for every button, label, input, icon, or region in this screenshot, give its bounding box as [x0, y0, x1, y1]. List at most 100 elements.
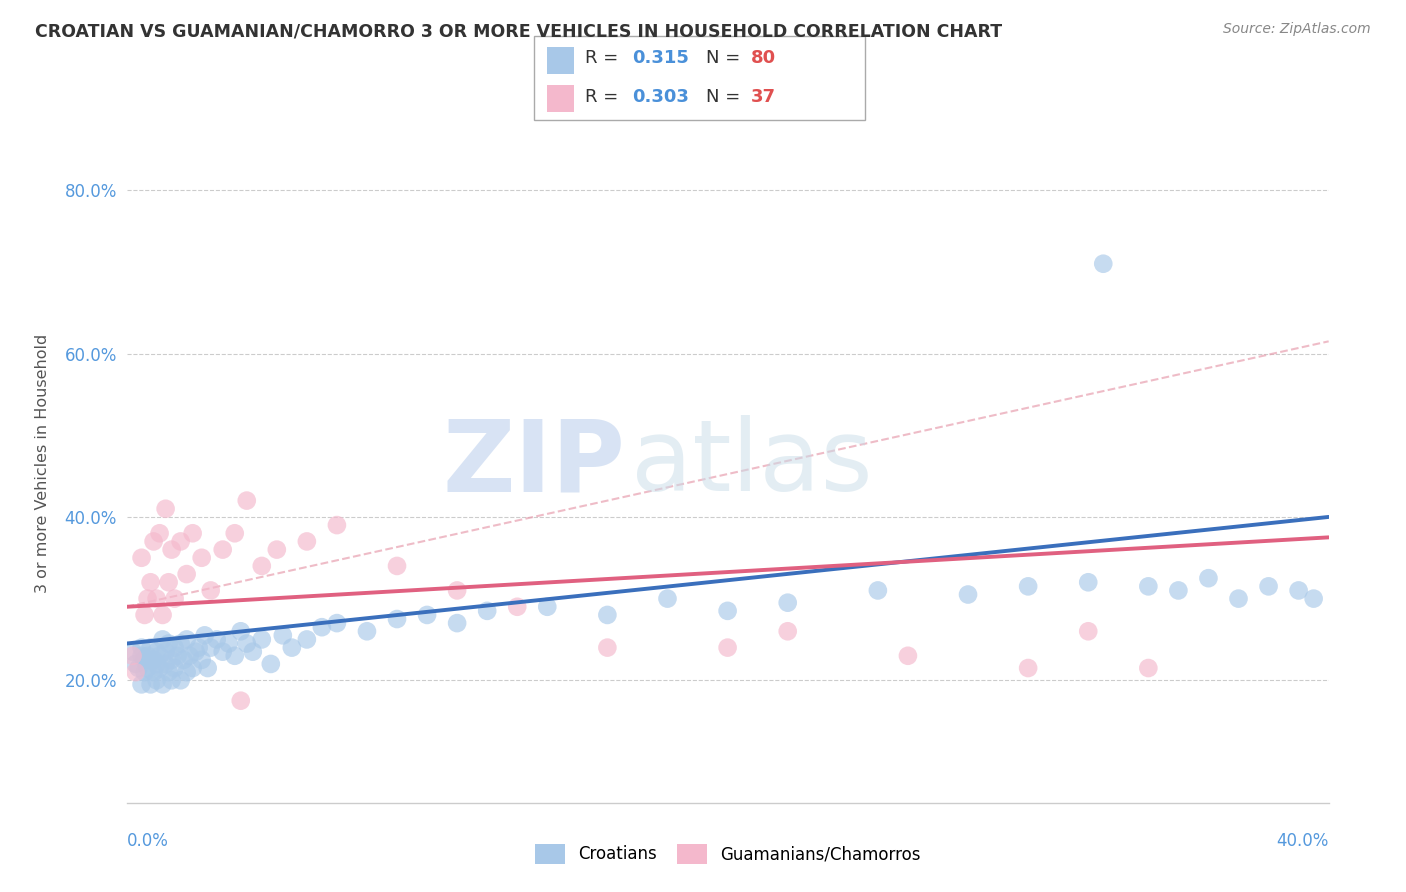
- Point: [536, 599, 558, 614]
- Point: [176, 665, 198, 679]
- Point: [224, 648, 246, 663]
- Text: 0.0%: 0.0%: [127, 832, 169, 850]
- Point: [1197, 571, 1219, 585]
- Point: [1092, 257, 1115, 271]
- FancyBboxPatch shape: [534, 36, 865, 120]
- Point: [1167, 583, 1189, 598]
- Point: [142, 653, 165, 667]
- Point: [179, 648, 201, 663]
- Point: [260, 657, 283, 671]
- Point: [229, 694, 252, 708]
- Point: [1017, 579, 1039, 593]
- Text: Source: ZipAtlas.com: Source: ZipAtlas.com: [1223, 22, 1371, 37]
- FancyBboxPatch shape: [547, 85, 574, 112]
- Point: [176, 567, 198, 582]
- Point: [184, 645, 207, 659]
- Point: [145, 645, 167, 659]
- Point: [716, 640, 740, 655]
- Point: [657, 591, 679, 606]
- Point: [142, 665, 165, 679]
- Text: ZIP: ZIP: [443, 416, 626, 512]
- Point: [173, 653, 195, 667]
- Point: [271, 628, 294, 642]
- Point: [1137, 579, 1160, 593]
- Point: [897, 648, 920, 663]
- Point: [163, 591, 186, 606]
- Point: [250, 632, 273, 647]
- Point: [716, 604, 740, 618]
- Point: [194, 628, 217, 642]
- Text: CROATIAN VS GUAMANIAN/CHAMORRO 3 OR MORE VEHICLES IN HOUSEHOLD CORRELATION CHART: CROATIAN VS GUAMANIAN/CHAMORRO 3 OR MORE…: [35, 22, 1002, 40]
- Point: [128, 661, 150, 675]
- FancyBboxPatch shape: [547, 46, 574, 74]
- Point: [596, 607, 619, 622]
- Point: [224, 526, 246, 541]
- Point: [166, 648, 188, 663]
- Point: [385, 558, 408, 573]
- Point: [326, 518, 349, 533]
- Point: [218, 636, 240, 650]
- Point: [235, 493, 259, 508]
- Point: [190, 653, 212, 667]
- Point: [160, 542, 183, 557]
- Point: [124, 665, 146, 679]
- Point: [121, 645, 143, 659]
- Point: [160, 653, 183, 667]
- Point: [149, 661, 172, 675]
- Text: atlas: atlas: [631, 416, 873, 512]
- Point: [139, 677, 162, 691]
- Text: R =: R =: [585, 87, 624, 105]
- Point: [136, 591, 159, 606]
- Text: 80: 80: [751, 49, 776, 67]
- Point: [163, 661, 186, 675]
- Point: [181, 661, 204, 675]
- Point: [152, 677, 174, 691]
- Point: [157, 575, 180, 590]
- Point: [197, 661, 219, 675]
- Y-axis label: 3 or more Vehicles in Household: 3 or more Vehicles in Household: [35, 334, 51, 593]
- Point: [124, 657, 146, 671]
- Point: [266, 542, 288, 557]
- Point: [1017, 661, 1039, 675]
- Point: [163, 640, 186, 655]
- Point: [134, 665, 156, 679]
- Point: [145, 673, 167, 688]
- Point: [155, 645, 177, 659]
- Point: [326, 616, 349, 631]
- Point: [295, 534, 318, 549]
- Point: [169, 673, 191, 688]
- Point: [121, 648, 143, 663]
- Point: [295, 632, 318, 647]
- Point: [356, 624, 378, 639]
- Point: [776, 624, 799, 639]
- Point: [200, 583, 222, 598]
- Point: [242, 645, 264, 659]
- Point: [1077, 575, 1099, 590]
- Point: [235, 636, 259, 650]
- Text: 0.303: 0.303: [631, 87, 689, 105]
- Point: [506, 599, 529, 614]
- Point: [169, 534, 191, 549]
- Point: [149, 648, 172, 663]
- Text: 40.0%: 40.0%: [1277, 832, 1329, 850]
- Point: [446, 616, 468, 631]
- Point: [136, 648, 159, 663]
- Point: [139, 640, 162, 655]
- Point: [416, 607, 439, 622]
- Point: [155, 501, 177, 516]
- Point: [134, 607, 156, 622]
- Point: [139, 575, 162, 590]
- Point: [152, 607, 174, 622]
- Text: N =: N =: [706, 49, 747, 67]
- Point: [145, 657, 167, 671]
- Point: [205, 632, 228, 647]
- Point: [475, 604, 498, 618]
- Point: [311, 620, 333, 634]
- Point: [446, 583, 468, 598]
- Point: [1257, 579, 1279, 593]
- Point: [160, 673, 183, 688]
- Point: [866, 583, 889, 598]
- Point: [176, 632, 198, 647]
- Point: [211, 542, 233, 557]
- Point: [200, 640, 222, 655]
